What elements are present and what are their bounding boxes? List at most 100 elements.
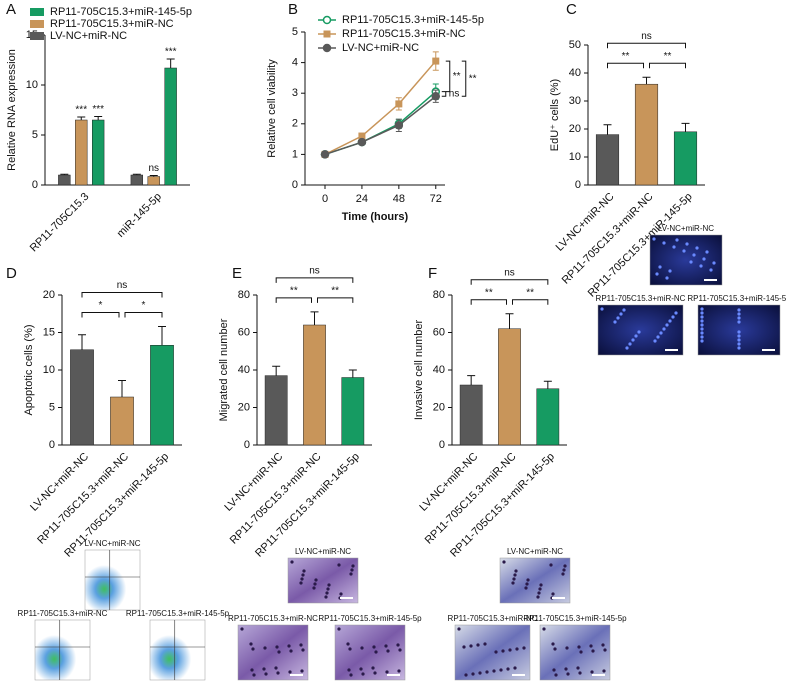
bar — [75, 119, 88, 186]
x-axis-label: Time (hours) — [342, 211, 409, 223]
y-tick-label: 3 — [292, 87, 298, 99]
significance-bracket — [275, 277, 354, 283]
legend-swatch — [30, 32, 44, 40]
cell-dot — [262, 667, 266, 671]
cell-dot — [384, 644, 388, 648]
cell-dot — [512, 577, 516, 581]
cell-dot — [737, 316, 741, 320]
cell-dot — [737, 338, 741, 342]
bar — [595, 134, 620, 186]
bar — [150, 345, 174, 446]
cell-dot — [288, 670, 292, 674]
cell-dot — [374, 650, 378, 654]
cell-dot — [492, 669, 496, 673]
y-tick-label: 60 — [238, 326, 250, 338]
cell-dot — [665, 276, 669, 280]
error-bar-line — [158, 326, 166, 346]
significance-bracket — [607, 62, 644, 69]
image-caption: LV-NC+miR-NC — [507, 547, 563, 556]
cell-dot — [700, 319, 704, 323]
cell-dot — [299, 643, 303, 647]
y-tick-label: 5 — [49, 401, 55, 413]
cell-dot — [700, 331, 704, 335]
cell-dot — [700, 327, 704, 331]
cell-dot — [501, 649, 505, 653]
y-tick-label: 0 — [439, 439, 445, 451]
cell-dot — [348, 647, 352, 651]
cell-dot — [313, 582, 317, 586]
cell-dot — [652, 237, 656, 241]
bar — [498, 328, 521, 446]
cell-dot — [350, 568, 354, 572]
y-tick-label: 10 — [26, 79, 38, 91]
significance-bracket — [275, 297, 312, 303]
cell-dot — [252, 673, 256, 677]
legend-marker — [322, 15, 332, 25]
y-tick-label: 20 — [238, 401, 250, 413]
point — [358, 132, 366, 140]
significance-bracket — [470, 279, 549, 285]
cell-dot — [675, 238, 679, 242]
significance-bracket — [124, 312, 163, 318]
panel-label: B — [288, 1, 298, 18]
y-tick-label: 15 — [43, 326, 55, 338]
error-bar — [467, 375, 476, 385]
y-tick-label: 0 — [292, 179, 298, 191]
significance-bracket — [649, 62, 686, 69]
significance-label: ** — [469, 73, 477, 84]
error-bar — [642, 76, 651, 85]
significance-bracket — [441, 91, 447, 97]
cell-dot — [553, 647, 557, 651]
cell-dot — [506, 667, 510, 671]
error-bar-line — [118, 380, 126, 397]
cell-dot — [386, 649, 390, 653]
flow-quadrant — [35, 620, 90, 680]
point — [432, 57, 440, 65]
series-line — [324, 91, 437, 156]
significance-label: ** — [664, 51, 672, 62]
cell-dot — [668, 269, 672, 273]
image-caption: RP11-705C15.3+miR-145-5p — [318, 614, 422, 623]
point — [320, 150, 330, 159]
cell-dot — [737, 320, 741, 324]
cell-dot — [250, 668, 254, 672]
cell-dot — [514, 569, 518, 573]
error-bar — [158, 326, 166, 346]
y-tick-label: 30 — [569, 95, 581, 107]
cell-dot — [712, 261, 716, 265]
cell-dot — [346, 642, 350, 646]
cell-dot — [511, 581, 515, 585]
y-tick-label: 0 — [49, 439, 55, 451]
error-bar — [77, 116, 86, 120]
cell-dot — [240, 627, 244, 631]
bar — [147, 176, 160, 186]
cell-dot — [662, 241, 666, 245]
cell-dot — [251, 647, 255, 651]
cell-dot — [478, 671, 482, 675]
legend-swatch — [30, 20, 44, 28]
cell-dot — [325, 591, 329, 595]
cell-dot — [275, 645, 279, 649]
cell-dot — [700, 339, 704, 343]
panel-label: F — [428, 265, 437, 282]
image-caption: RP11-705C15.3+miR-NC — [448, 614, 538, 623]
cell-dot — [513, 573, 517, 577]
y-tick-label: 2 — [292, 118, 298, 130]
cell-dot — [737, 308, 741, 312]
cell-dot — [249, 642, 253, 646]
significance-label: ** — [331, 286, 339, 297]
cell-dot — [685, 242, 689, 246]
point — [431, 92, 441, 101]
cell-dot — [737, 342, 741, 346]
cell-dot — [397, 669, 401, 673]
cell-dot — [622, 308, 626, 312]
significance-label: ns — [504, 267, 515, 278]
image-caption: RP11-705C15.3+miR-NC — [596, 294, 686, 303]
cell-dot — [695, 246, 699, 250]
error-bar-line — [603, 124, 612, 135]
cell-dot — [737, 330, 741, 334]
cell-dot — [515, 647, 519, 651]
cell-dot — [349, 673, 353, 677]
error-bar-line — [149, 175, 158, 177]
y-tick-label: 60 — [433, 326, 445, 338]
